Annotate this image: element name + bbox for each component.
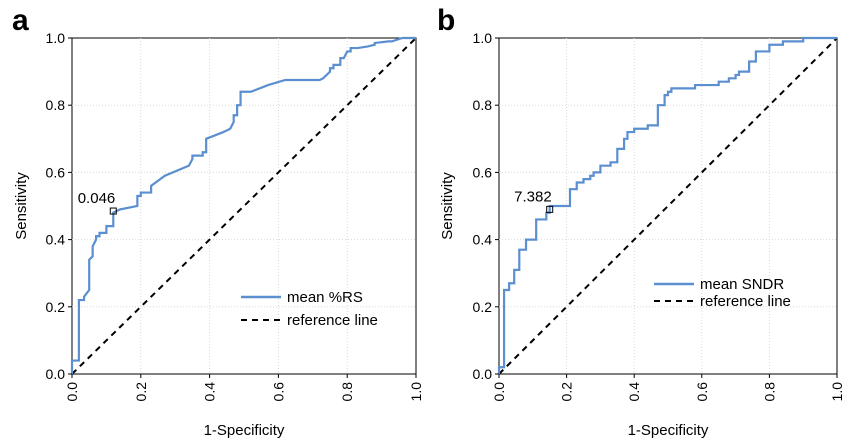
panel-b-annotations: 7.382 (514, 188, 554, 213)
panel-a-plot-frame (71, 37, 417, 375)
panel-a-y-tick-label-2: 0.4 (46, 232, 66, 248)
panel-a-grid (72, 38, 416, 374)
panel-a-y-tick-label-0: 0.0 (46, 366, 66, 382)
panel-a-annotations: 0.046 (78, 190, 117, 215)
panel-a-x-axis-label: 1-Specificity (204, 422, 285, 439)
panel-a: a 0.0 0.2 0.4 0.6 0.8 1.0 0.00.20.40.60.81.0 … (12, 4, 424, 439)
panel-a-x-tick-label-3: 0.6 (270, 382, 286, 402)
panel-b-y-tick-label-0: 0.0 (473, 366, 493, 382)
panel-b-x-tick-label-5: 1.0 (829, 382, 845, 402)
panel-a-legend: mean %RS reference line (241, 289, 378, 329)
panel-b-cutoff-label-0: 7.382 (514, 188, 552, 205)
panel-a-y-ticks: 0.0 0.2 0.4 0.6 0.8 1.0 (46, 30, 72, 382)
panel-b-legend: mean SNDR reference line (654, 276, 791, 310)
panel-a-y-tick-label-3: 0.6 (46, 164, 66, 180)
panel-b-series-roc-curve (497, 36, 837, 374)
panel-b-legend-label-reference: reference line (700, 293, 791, 310)
panel-a-series-roc-curve (70, 36, 416, 374)
panel-a-x-tick-label-0: 0.0 (64, 382, 80, 402)
panel-a-legend-label-series: mean %RS (287, 289, 363, 306)
panel-a-x-tick-label-5: 1.0 (408, 382, 424, 402)
panel-b-series-reference-line (498, 37, 838, 375)
panel-a-legend-label-reference: reference line (287, 312, 378, 329)
panel-b-letter: b (437, 4, 455, 37)
panel-a-y-tick-label-5: 1.0 (46, 30, 66, 46)
panel-a-letter: a (12, 4, 29, 37)
panel-a-x-tick-label-4: 0.8 (339, 382, 355, 402)
panel-b-legend-label-series: mean SNDR (700, 276, 784, 293)
panel-b-x-tick-label-4: 0.8 (761, 382, 777, 402)
panel-b-x-tick-label-0: 0.0 (491, 382, 507, 402)
panel-b-x-tick-label-2: 0.4 (626, 382, 642, 402)
panel-b-y-tick-label-2: 0.4 (473, 232, 493, 248)
panel-a-series-reference-line (71, 37, 417, 375)
panel-a-series (70, 36, 417, 375)
panel-b-y-tick-label-1: 0.2 (473, 299, 493, 315)
panel-a-y-axis-label: Sensitivity (13, 172, 30, 240)
panel-a-cutoff-marker-0 (109, 207, 117, 215)
panel-b-series (497, 36, 838, 375)
panel-a-y-tick-label-4: 0.8 (46, 97, 66, 113)
panel-b-plot-frame (498, 37, 838, 375)
panel-a-x-tick-label-2: 0.4 (202, 382, 218, 402)
panel-b: b 0.0 0.2 0.4 0.6 0.8 1.0 0.00.20.40.60.81.0 … (437, 4, 845, 439)
panel-b-y-axis-label: Sensitivity (439, 172, 456, 240)
panel-a-cutoff-label-0: 0.046 (78, 190, 116, 207)
panel-a-x-ticks: 0.0 0.2 0.4 0.6 0.8 1.0 (64, 374, 424, 401)
panel-a-y-tick-label-1: 0.2 (46, 299, 66, 315)
panel-b-cutoff-marker-0 (546, 205, 554, 213)
panel-b-x-tick-label-3: 0.6 (694, 382, 710, 402)
panel-b-y-ticks: 0.0 0.2 0.4 0.6 0.8 1.0 (473, 30, 499, 382)
panel-b-x-tick-label-1: 0.2 (559, 382, 575, 402)
panel-b-x-ticks: 0.0 0.2 0.4 0.6 0.8 1.0 (491, 374, 845, 401)
panel-b-y-tick-label-5: 1.0 (473, 30, 493, 46)
panel-b-y-tick-label-3: 0.6 (473, 164, 493, 180)
panel-b-y-tick-label-4: 0.8 (473, 97, 493, 113)
panel-b-x-axis-label: 1-Specificity (628, 422, 709, 439)
panel-a-x-tick-label-1: 0.2 (133, 382, 149, 402)
